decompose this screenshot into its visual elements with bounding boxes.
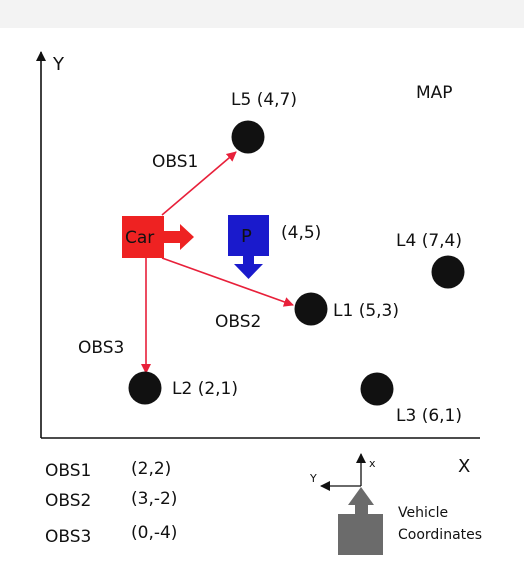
car-marker: Car — [122, 216, 194, 258]
car-heading-arrow — [164, 224, 194, 250]
landmark-l4 — [431, 255, 465, 289]
vehicle-icon-body — [338, 514, 383, 555]
x-axis-label: X — [458, 456, 470, 477]
car-body — [122, 216, 164, 258]
p-arrow-head — [234, 264, 263, 279]
y-axis-label: Y — [52, 54, 65, 75]
landmark-l5-label: L5 (4,7) — [231, 90, 297, 110]
obs1-list-value: (2,2) — [131, 459, 171, 479]
obs2-list-value: (3,-2) — [131, 489, 177, 509]
landmark-l3 — [360, 372, 394, 406]
vehicle-caption-line1: Vehicle — [398, 505, 448, 521]
p-body — [228, 215, 269, 256]
landmark-l1 — [294, 292, 328, 326]
p-label: P — [241, 226, 252, 247]
landmark-l1-label: L1 (5,3) — [333, 301, 399, 321]
obs3-list-value: (0,-4) — [131, 523, 177, 543]
vehicle-icon-stem — [355, 505, 368, 515]
vehicle-x-label: x — [369, 457, 376, 470]
map-label: MAP — [416, 83, 453, 103]
obs1-arrow — [161, 151, 237, 216]
car-label: Car — [125, 228, 154, 248]
observation-list: OBS1 (2,2) OBS2 (3,-2) OBS3 (0,-4) — [45, 459, 177, 547]
obs2-label: OBS2 — [215, 312, 261, 332]
landmark-l2-label: L2 (2,1) — [172, 379, 238, 399]
landmark-l5 — [231, 120, 265, 154]
top-shade — [0, 0, 524, 28]
obs3-label: OBS3 — [78, 338, 124, 358]
landmark-l2 — [128, 371, 162, 405]
vehicle-caption-line2: Coordinates — [398, 527, 482, 543]
obs2-arrow — [161, 257, 294, 307]
obs1-list-name: OBS1 — [45, 461, 91, 481]
landmark-l4-label: L4 (7,4) — [396, 231, 462, 251]
obs1-label: OBS1 — [152, 152, 198, 172]
obs3-list-name: OBS3 — [45, 527, 91, 547]
vehicle-coordinate-frame: x Y Vehicle Coordinates — [309, 453, 482, 555]
p-marker: P (4,5) — [228, 215, 321, 279]
landmark-l3-label: L3 (6,1) — [396, 406, 462, 426]
vehicle-icon-arrow — [348, 487, 374, 505]
vehicle-y-label: Y — [309, 472, 317, 485]
p-coord: (4,5) — [281, 223, 321, 243]
obs2-list-name: OBS2 — [45, 491, 91, 511]
p-arrow-stem — [243, 256, 254, 264]
